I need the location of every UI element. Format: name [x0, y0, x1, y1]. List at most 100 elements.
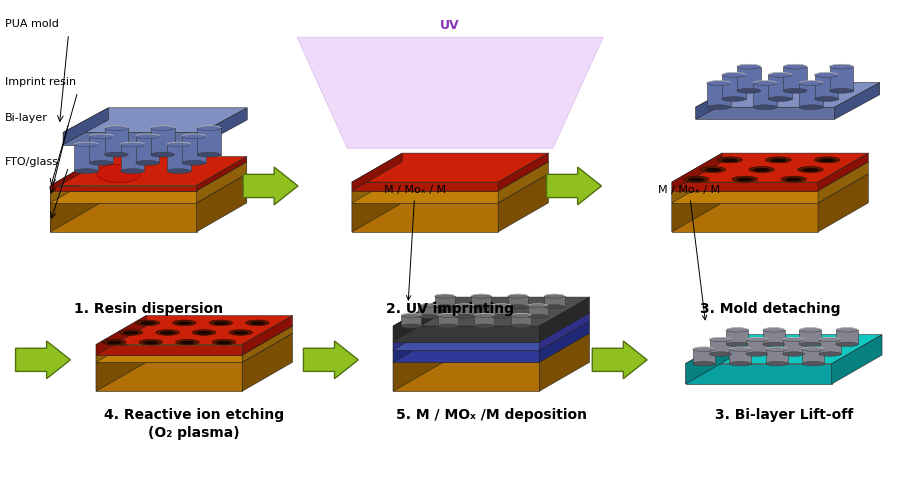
- Bar: [707, 83, 730, 107]
- Bar: [783, 67, 807, 91]
- Ellipse shape: [491, 314, 511, 318]
- Polygon shape: [96, 326, 292, 355]
- Ellipse shape: [180, 341, 195, 344]
- Bar: [491, 306, 511, 316]
- Ellipse shape: [705, 168, 721, 172]
- Ellipse shape: [782, 352, 804, 356]
- FancyArrow shape: [547, 167, 601, 205]
- Ellipse shape: [167, 142, 191, 147]
- Ellipse shape: [717, 157, 742, 163]
- Ellipse shape: [800, 342, 822, 347]
- Text: M / Moₓ / M: M / Moₓ / M: [384, 185, 446, 300]
- FancyArrow shape: [243, 167, 298, 205]
- Bar: [802, 349, 824, 364]
- Text: PUA mold: PUA mold: [5, 19, 58, 29]
- Polygon shape: [393, 362, 539, 391]
- Polygon shape: [197, 162, 247, 203]
- Bar: [511, 315, 531, 326]
- Ellipse shape: [123, 331, 139, 335]
- FancyArrow shape: [592, 341, 647, 379]
- Ellipse shape: [830, 64, 854, 69]
- Bar: [782, 340, 804, 354]
- Polygon shape: [96, 326, 146, 362]
- Polygon shape: [96, 355, 242, 362]
- Bar: [763, 330, 785, 344]
- Bar: [768, 75, 792, 99]
- Ellipse shape: [511, 313, 531, 317]
- Ellipse shape: [491, 304, 511, 308]
- Bar: [836, 330, 858, 344]
- Bar: [800, 83, 824, 107]
- Ellipse shape: [212, 340, 236, 345]
- Ellipse shape: [139, 340, 163, 345]
- Ellipse shape: [798, 167, 824, 172]
- Ellipse shape: [182, 134, 206, 139]
- Polygon shape: [393, 341, 539, 350]
- Polygon shape: [696, 107, 834, 119]
- Bar: [454, 306, 474, 316]
- Ellipse shape: [104, 152, 128, 157]
- Ellipse shape: [527, 304, 547, 308]
- Bar: [693, 349, 715, 364]
- Ellipse shape: [783, 64, 807, 69]
- Text: (O₂ plasma): (O₂ plasma): [148, 426, 240, 440]
- Bar: [814, 75, 838, 99]
- Bar: [472, 296, 492, 307]
- Text: 5. M / MOₓ /M deposition: 5. M / MOₓ /M deposition: [396, 408, 587, 422]
- Ellipse shape: [836, 327, 858, 332]
- Polygon shape: [352, 174, 548, 203]
- Ellipse shape: [749, 167, 774, 172]
- Polygon shape: [818, 162, 868, 203]
- Bar: [737, 67, 760, 91]
- Polygon shape: [393, 333, 590, 362]
- Bar: [527, 306, 547, 316]
- Polygon shape: [352, 162, 548, 191]
- Ellipse shape: [140, 321, 155, 325]
- Ellipse shape: [722, 97, 746, 101]
- Polygon shape: [686, 364, 832, 384]
- Ellipse shape: [197, 152, 221, 157]
- Ellipse shape: [119, 330, 143, 335]
- Text: UV: UV: [441, 19, 460, 32]
- Ellipse shape: [545, 294, 565, 298]
- Ellipse shape: [474, 313, 494, 317]
- Bar: [401, 315, 421, 326]
- Polygon shape: [242, 315, 292, 355]
- Ellipse shape: [418, 304, 438, 308]
- Ellipse shape: [136, 134, 160, 139]
- Ellipse shape: [213, 321, 228, 325]
- Ellipse shape: [250, 321, 265, 325]
- Ellipse shape: [737, 88, 760, 93]
- Ellipse shape: [819, 337, 841, 342]
- Ellipse shape: [167, 169, 191, 173]
- Text: 2. UV imprinting: 2. UV imprinting: [386, 302, 515, 316]
- Polygon shape: [393, 321, 590, 350]
- Ellipse shape: [802, 168, 819, 172]
- Bar: [766, 349, 788, 364]
- Bar: [167, 144, 191, 171]
- Ellipse shape: [783, 88, 807, 93]
- Bar: [474, 315, 494, 326]
- Ellipse shape: [151, 152, 175, 157]
- Polygon shape: [96, 315, 146, 355]
- Polygon shape: [498, 153, 548, 191]
- Bar: [727, 330, 749, 344]
- Ellipse shape: [74, 142, 98, 147]
- Polygon shape: [672, 191, 818, 203]
- Ellipse shape: [474, 324, 494, 328]
- Text: Bi-layer: Bi-layer: [5, 114, 48, 123]
- Polygon shape: [539, 313, 590, 350]
- Ellipse shape: [401, 324, 421, 328]
- Polygon shape: [197, 174, 247, 232]
- Ellipse shape: [401, 313, 421, 317]
- Ellipse shape: [233, 331, 249, 335]
- Ellipse shape: [709, 352, 731, 356]
- Ellipse shape: [836, 342, 858, 347]
- Ellipse shape: [438, 313, 458, 317]
- Polygon shape: [539, 297, 590, 341]
- Polygon shape: [352, 191, 498, 203]
- Ellipse shape: [176, 321, 192, 325]
- Polygon shape: [197, 156, 247, 191]
- Ellipse shape: [545, 305, 565, 309]
- Ellipse shape: [722, 72, 746, 77]
